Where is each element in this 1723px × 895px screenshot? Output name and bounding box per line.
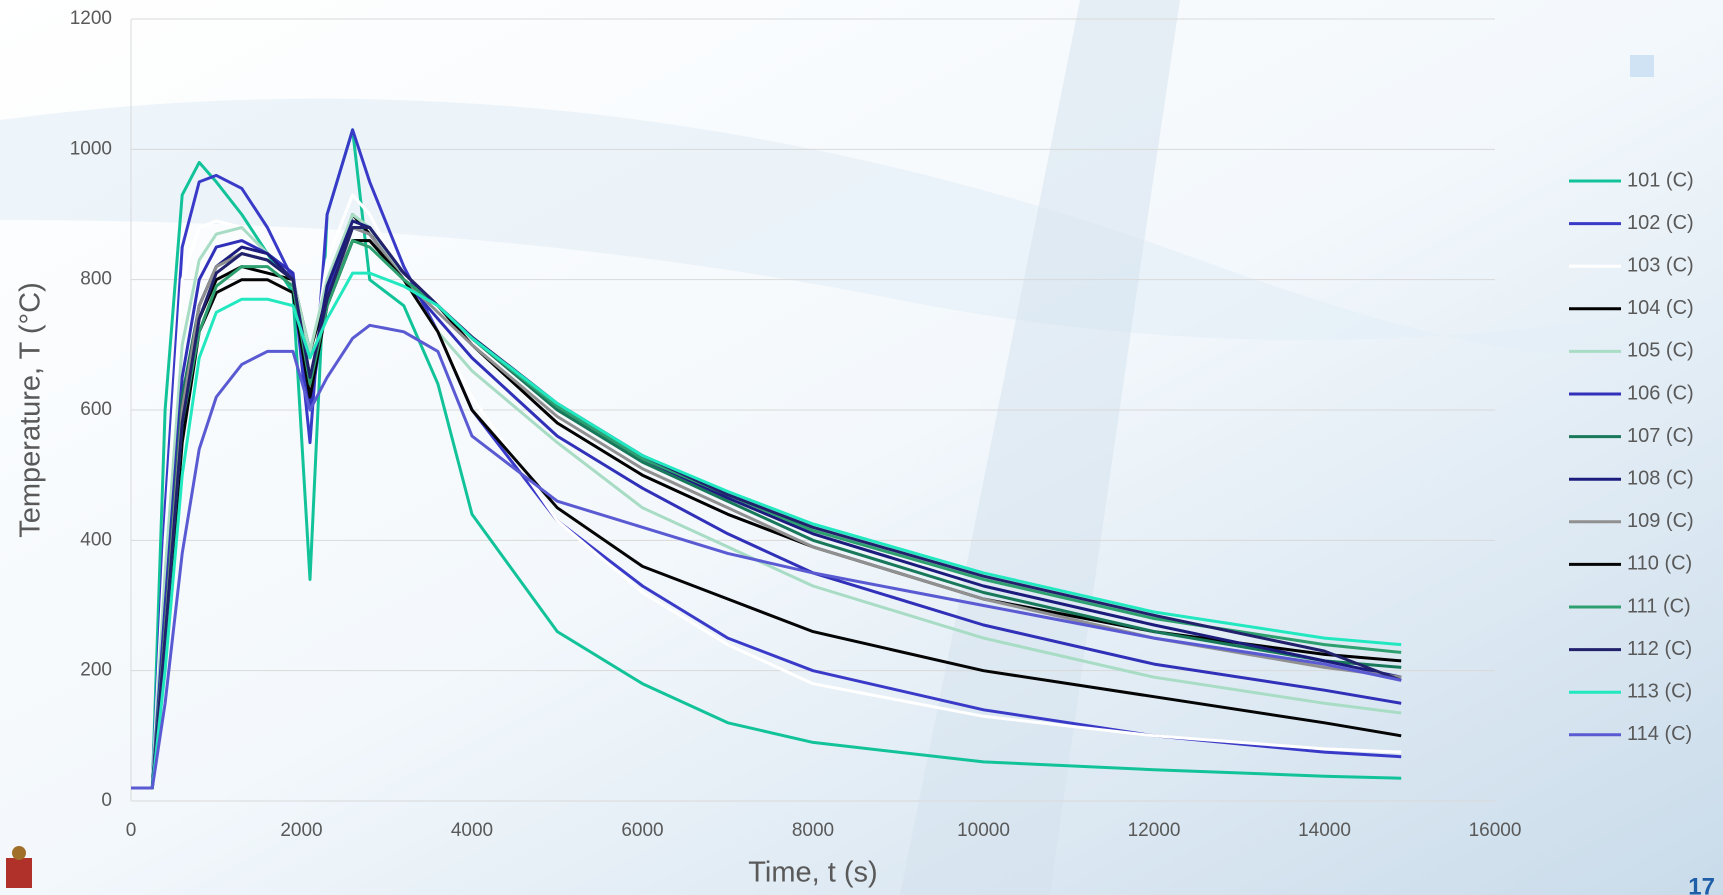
logo (6, 846, 32, 888)
y-tick-label: 200 (80, 660, 112, 681)
series-line (131, 323, 1402, 790)
x-tick-label: 8000 (792, 820, 834, 841)
y-tick-label: 0 (101, 790, 112, 811)
logo-shield (6, 858, 32, 888)
x-tick-label: 10000 (957, 820, 1010, 841)
series-line (131, 128, 1402, 790)
series-line (131, 213, 1402, 790)
legend-label: 106 (C) (1627, 382, 1694, 404)
x-axis-title: Time, t (s) (748, 857, 877, 889)
logo-crest (12, 846, 26, 860)
decor-tower (900, 0, 1180, 895)
x-tick-label: 14000 (1298, 820, 1351, 841)
x-tick-label: 4000 (451, 820, 493, 841)
series-line (131, 271, 1402, 790)
legend-label: 112 (C) (1627, 638, 1692, 660)
legend-label: 114 (C) (1627, 723, 1692, 745)
series-line (131, 239, 1402, 790)
y-tick-label: 800 (80, 269, 112, 290)
x-tick-label: 12000 (1128, 820, 1181, 841)
legend-label: 103 (C) (1627, 254, 1694, 276)
legend-label: 113 (C) (1627, 680, 1692, 702)
legend-label: 105 (C) (1627, 340, 1694, 362)
y-tick-label: 400 (80, 529, 112, 550)
y-tick-label: 1200 (70, 8, 112, 29)
page-number: 17 (1688, 873, 1715, 895)
y-tick-label: 600 (80, 399, 112, 420)
legend-label: 107 (C) (1627, 425, 1694, 447)
y-axis-title: Temperature, T (°C) (15, 282, 47, 538)
legend-label: 110 (C) (1627, 553, 1692, 575)
legend-label: 104 (C) (1627, 297, 1694, 319)
x-tick-label: 6000 (621, 820, 663, 841)
legend-label: 101 (C) (1627, 169, 1694, 191)
series-line (131, 226, 1402, 790)
series-line (131, 193, 1402, 790)
legend-label: 109 (C) (1627, 510, 1694, 532)
y-tick-label: 1000 (70, 138, 112, 159)
legend-label: 108 (C) (1627, 467, 1694, 489)
series-line (131, 226, 1402, 790)
decor-square (1630, 55, 1654, 77)
x-tick-label: 16000 (1469, 820, 1522, 841)
legend-label: 111 (C) (1627, 595, 1691, 617)
x-tick-label: 2000 (280, 820, 322, 841)
x-tick-label: 0 (126, 820, 137, 841)
decor-wave (0, 98, 1723, 357)
legend-label: 102 (C) (1627, 212, 1694, 234)
